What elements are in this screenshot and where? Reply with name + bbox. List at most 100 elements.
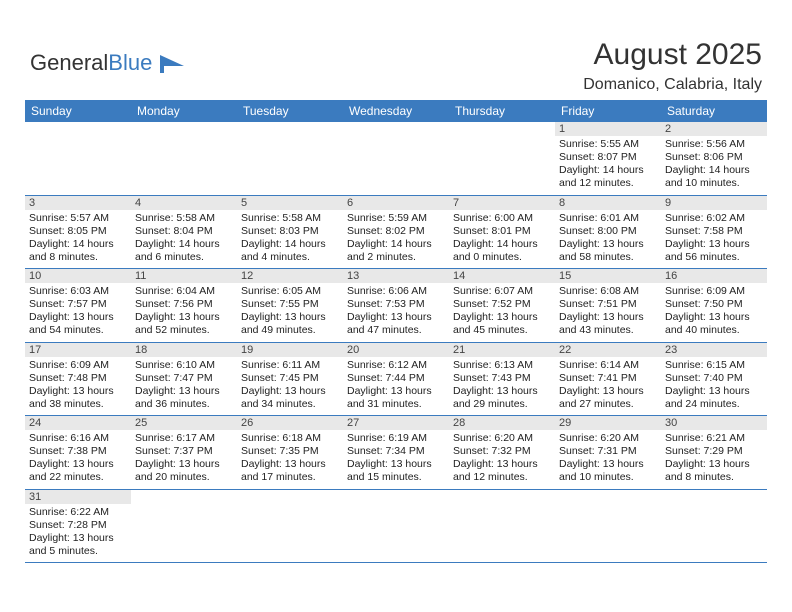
day-info: Sunrise: 6:08 AMSunset: 7:51 PMDaylight:… (555, 283, 661, 342)
day-header: Thursday (449, 100, 555, 122)
day-info: Sunrise: 6:17 AMSunset: 7:37 PMDaylight:… (131, 430, 237, 489)
day-info: Sunrise: 5:57 AMSunset: 8:05 PMDaylight:… (25, 210, 131, 269)
day-cell: 14Sunrise: 6:07 AMSunset: 7:52 PMDayligh… (449, 269, 555, 342)
day-number: 12 (237, 269, 343, 283)
day-info: Sunrise: 6:03 AMSunset: 7:57 PMDaylight:… (25, 283, 131, 342)
day-cell: 21Sunrise: 6:13 AMSunset: 7:43 PMDayligh… (449, 343, 555, 416)
week-row: 17Sunrise: 6:09 AMSunset: 7:48 PMDayligh… (25, 343, 767, 417)
day-number: 29 (555, 416, 661, 430)
day-info: Sunrise: 6:22 AMSunset: 7:28 PMDaylight:… (25, 504, 131, 563)
empty-cell (343, 122, 449, 195)
day-info: Sunrise: 5:58 AMSunset: 8:03 PMDaylight:… (237, 210, 343, 269)
day-cell: 25Sunrise: 6:17 AMSunset: 7:37 PMDayligh… (131, 416, 237, 489)
day-header-row: SundayMondayTuesdayWednesdayThursdayFrid… (25, 100, 767, 122)
day-cell: 9Sunrise: 6:02 AMSunset: 7:58 PMDaylight… (661, 196, 767, 269)
empty-cell (131, 122, 237, 195)
day-header: Saturday (661, 100, 767, 122)
day-cell: 18Sunrise: 6:10 AMSunset: 7:47 PMDayligh… (131, 343, 237, 416)
week-row: 1Sunrise: 5:55 AMSunset: 8:07 PMDaylight… (25, 122, 767, 196)
day-cell: 31Sunrise: 6:22 AMSunset: 7:28 PMDayligh… (25, 490, 131, 563)
day-cell: 26Sunrise: 6:18 AMSunset: 7:35 PMDayligh… (237, 416, 343, 489)
day-info: Sunrise: 6:14 AMSunset: 7:41 PMDaylight:… (555, 357, 661, 416)
empty-cell (237, 490, 343, 563)
empty-cell (449, 122, 555, 195)
day-number: 25 (131, 416, 237, 430)
week-row: 10Sunrise: 6:03 AMSunset: 7:57 PMDayligh… (25, 269, 767, 343)
day-info: Sunrise: 6:13 AMSunset: 7:43 PMDaylight:… (449, 357, 555, 416)
day-info: Sunrise: 6:05 AMSunset: 7:55 PMDaylight:… (237, 283, 343, 342)
day-number: 1 (555, 122, 661, 136)
day-number: 18 (131, 343, 237, 357)
day-info: Sunrise: 6:19 AMSunset: 7:34 PMDaylight:… (343, 430, 449, 489)
day-cell: 30Sunrise: 6:21 AMSunset: 7:29 PMDayligh… (661, 416, 767, 489)
day-cell: 11Sunrise: 6:04 AMSunset: 7:56 PMDayligh… (131, 269, 237, 342)
day-info: Sunrise: 6:21 AMSunset: 7:29 PMDaylight:… (661, 430, 767, 489)
page-title: August 2025 (594, 38, 762, 72)
day-number: 15 (555, 269, 661, 283)
day-info: Sunrise: 6:06 AMSunset: 7:53 PMDaylight:… (343, 283, 449, 342)
day-cell: 28Sunrise: 6:20 AMSunset: 7:32 PMDayligh… (449, 416, 555, 489)
day-cell: 27Sunrise: 6:19 AMSunset: 7:34 PMDayligh… (343, 416, 449, 489)
week-row: 31Sunrise: 6:22 AMSunset: 7:28 PMDayligh… (25, 490, 767, 564)
day-cell: 10Sunrise: 6:03 AMSunset: 7:57 PMDayligh… (25, 269, 131, 342)
day-header: Monday (131, 100, 237, 122)
day-header: Friday (555, 100, 661, 122)
day-cell: 4Sunrise: 5:58 AMSunset: 8:04 PMDaylight… (131, 196, 237, 269)
day-cell: 13Sunrise: 6:06 AMSunset: 7:53 PMDayligh… (343, 269, 449, 342)
day-info: Sunrise: 6:07 AMSunset: 7:52 PMDaylight:… (449, 283, 555, 342)
day-cell: 3Sunrise: 5:57 AMSunset: 8:05 PMDaylight… (25, 196, 131, 269)
day-info: Sunrise: 6:00 AMSunset: 8:01 PMDaylight:… (449, 210, 555, 269)
day-cell: 5Sunrise: 5:58 AMSunset: 8:03 PMDaylight… (237, 196, 343, 269)
day-cell: 22Sunrise: 6:14 AMSunset: 7:41 PMDayligh… (555, 343, 661, 416)
logo-text-1: General (30, 50, 108, 75)
day-info: Sunrise: 6:12 AMSunset: 7:44 PMDaylight:… (343, 357, 449, 416)
day-number: 22 (555, 343, 661, 357)
empty-cell (237, 122, 343, 195)
day-cell: 6Sunrise: 5:59 AMSunset: 8:02 PMDaylight… (343, 196, 449, 269)
day-info: Sunrise: 6:09 AMSunset: 7:48 PMDaylight:… (25, 357, 131, 416)
logo-flag-icon (160, 55, 186, 73)
day-number: 2 (661, 122, 767, 136)
day-number: 11 (131, 269, 237, 283)
day-number: 17 (25, 343, 131, 357)
empty-cell (25, 122, 131, 195)
day-number: 8 (555, 196, 661, 210)
empty-cell (131, 490, 237, 563)
day-number: 30 (661, 416, 767, 430)
day-cell: 12Sunrise: 6:05 AMSunset: 7:55 PMDayligh… (237, 269, 343, 342)
day-cell: 16Sunrise: 6:09 AMSunset: 7:50 PMDayligh… (661, 269, 767, 342)
day-cell: 23Sunrise: 6:15 AMSunset: 7:40 PMDayligh… (661, 343, 767, 416)
day-number: 4 (131, 196, 237, 210)
day-info: Sunrise: 6:10 AMSunset: 7:47 PMDaylight:… (131, 357, 237, 416)
day-number: 27 (343, 416, 449, 430)
day-info: Sunrise: 5:59 AMSunset: 8:02 PMDaylight:… (343, 210, 449, 269)
empty-cell (449, 490, 555, 563)
calendar: SundayMondayTuesdayWednesdayThursdayFrid… (25, 100, 767, 563)
day-number: 6 (343, 196, 449, 210)
empty-cell (555, 490, 661, 563)
day-number: 19 (237, 343, 343, 357)
day-number: 28 (449, 416, 555, 430)
day-info: Sunrise: 6:11 AMSunset: 7:45 PMDaylight:… (237, 357, 343, 416)
week-row: 24Sunrise: 6:16 AMSunset: 7:38 PMDayligh… (25, 416, 767, 490)
day-cell: 19Sunrise: 6:11 AMSunset: 7:45 PMDayligh… (237, 343, 343, 416)
day-info: Sunrise: 6:04 AMSunset: 7:56 PMDaylight:… (131, 283, 237, 342)
day-number: 23 (661, 343, 767, 357)
day-number: 7 (449, 196, 555, 210)
day-info: Sunrise: 5:56 AMSunset: 8:06 PMDaylight:… (661, 136, 767, 195)
week-row: 3Sunrise: 5:57 AMSunset: 8:05 PMDaylight… (25, 196, 767, 270)
day-cell: 17Sunrise: 6:09 AMSunset: 7:48 PMDayligh… (25, 343, 131, 416)
day-cell: 20Sunrise: 6:12 AMSunset: 7:44 PMDayligh… (343, 343, 449, 416)
day-number: 16 (661, 269, 767, 283)
day-cell: 8Sunrise: 6:01 AMSunset: 8:00 PMDaylight… (555, 196, 661, 269)
day-number: 10 (25, 269, 131, 283)
day-number: 5 (237, 196, 343, 210)
day-number: 14 (449, 269, 555, 283)
day-cell: 2Sunrise: 5:56 AMSunset: 8:06 PMDaylight… (661, 122, 767, 195)
logo: GeneralBlue (30, 50, 186, 76)
day-info: Sunrise: 6:18 AMSunset: 7:35 PMDaylight:… (237, 430, 343, 489)
day-info: Sunrise: 6:16 AMSunset: 7:38 PMDaylight:… (25, 430, 131, 489)
day-info: Sunrise: 6:01 AMSunset: 8:00 PMDaylight:… (555, 210, 661, 269)
day-number: 24 (25, 416, 131, 430)
location-text: Domanico, Calabria, Italy (583, 76, 762, 94)
